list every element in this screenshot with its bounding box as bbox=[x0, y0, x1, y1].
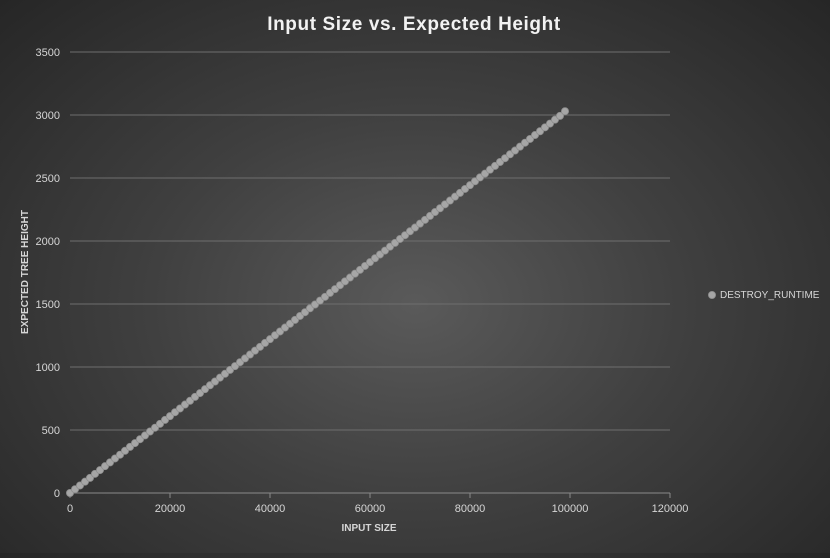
x-tick-label: 60000 bbox=[355, 503, 386, 515]
chart-title: Input Size vs. Expected Height bbox=[267, 14, 561, 35]
data-point bbox=[556, 111, 565, 120]
axes bbox=[69, 492, 671, 498]
y-tick-label: 3500 bbox=[36, 47, 60, 59]
y-tick-label: 500 bbox=[42, 425, 60, 437]
y-tick-label: 1000 bbox=[36, 362, 60, 374]
y-tick-label: 0 bbox=[54, 488, 60, 500]
x-tick-label: 0 bbox=[67, 503, 73, 515]
legend-label: DESTROY_RUNTIME bbox=[720, 290, 820, 301]
x-tick-label: 80000 bbox=[455, 503, 486, 515]
tick-labels: 0 500 1000 1500 2000 2500 3000 3500 0 20000 40000 6… bbox=[36, 47, 689, 515]
legend-marker bbox=[708, 290, 717, 299]
y-axis-title: EXPECTED TREE HEIGHT bbox=[20, 210, 31, 334]
gridlines bbox=[70, 51, 670, 431]
x-tick-label: 100000 bbox=[552, 503, 589, 515]
x-axis-title: INPUT SIZE bbox=[341, 523, 396, 534]
x-tick-label: 120000 bbox=[652, 503, 689, 515]
y-tick-label: 2000 bbox=[36, 236, 60, 248]
data-point bbox=[561, 107, 570, 116]
y-tick-label: 3000 bbox=[36, 110, 60, 122]
x-tick-label: 20000 bbox=[155, 503, 186, 515]
x-tick-label: 40000 bbox=[255, 503, 286, 515]
data-points bbox=[66, 107, 570, 497]
y-tick-label: 2500 bbox=[36, 173, 60, 185]
y-tick-label: 1500 bbox=[36, 299, 60, 311]
legend: DESTROY_RUNTIME bbox=[708, 290, 820, 301]
